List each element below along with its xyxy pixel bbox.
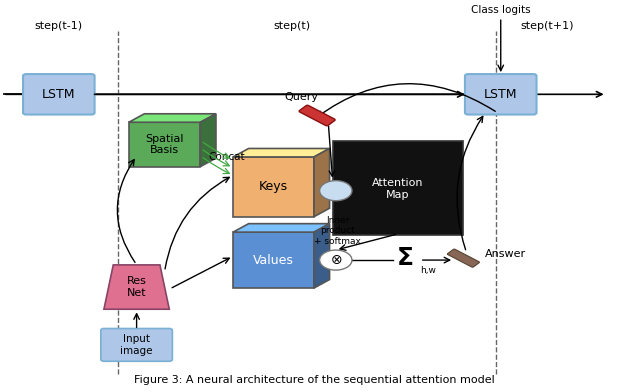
Text: Values: Values	[253, 254, 294, 267]
Polygon shape	[233, 232, 314, 288]
FancyBboxPatch shape	[333, 141, 463, 235]
FancyBboxPatch shape	[299, 105, 335, 126]
Text: Res
Net: Res Net	[127, 276, 146, 298]
Polygon shape	[104, 265, 170, 309]
FancyBboxPatch shape	[465, 74, 536, 114]
Text: Figure 3: A neural architecture of the sequential attention model: Figure 3: A neural architecture of the s…	[134, 376, 494, 385]
Text: Inner
product
+ softmax: Inner product + softmax	[314, 216, 361, 245]
Text: step(t): step(t)	[274, 21, 311, 31]
Text: Concat: Concat	[208, 152, 245, 162]
Polygon shape	[314, 149, 330, 217]
Polygon shape	[200, 114, 216, 167]
Text: Spatial
Basis: Spatial Basis	[145, 134, 184, 155]
Polygon shape	[233, 149, 330, 157]
Polygon shape	[233, 157, 314, 217]
FancyBboxPatch shape	[101, 328, 173, 361]
Text: Input
image: Input image	[121, 334, 153, 356]
Text: h,w: h,w	[420, 267, 436, 275]
Text: step(t-1): step(t-1)	[35, 21, 83, 31]
FancyBboxPatch shape	[23, 74, 95, 114]
Text: step(t+1): step(t+1)	[521, 21, 574, 31]
Polygon shape	[314, 224, 330, 288]
Circle shape	[320, 181, 352, 201]
Text: Keys: Keys	[259, 180, 288, 193]
FancyBboxPatch shape	[447, 249, 479, 267]
Text: LSTM: LSTM	[484, 88, 517, 101]
Text: $\otimes$: $\otimes$	[330, 253, 342, 267]
Text: Query: Query	[284, 92, 318, 102]
Circle shape	[320, 250, 352, 270]
Text: LSTM: LSTM	[42, 88, 75, 101]
Polygon shape	[129, 122, 200, 167]
Text: Attention
Map: Attention Map	[372, 178, 424, 200]
Text: Answer: Answer	[485, 249, 526, 259]
Polygon shape	[233, 224, 330, 232]
Text: Class logits: Class logits	[471, 5, 531, 15]
Text: $\mathbf{\Sigma}$: $\mathbf{\Sigma}$	[396, 246, 413, 270]
Polygon shape	[129, 114, 216, 122]
